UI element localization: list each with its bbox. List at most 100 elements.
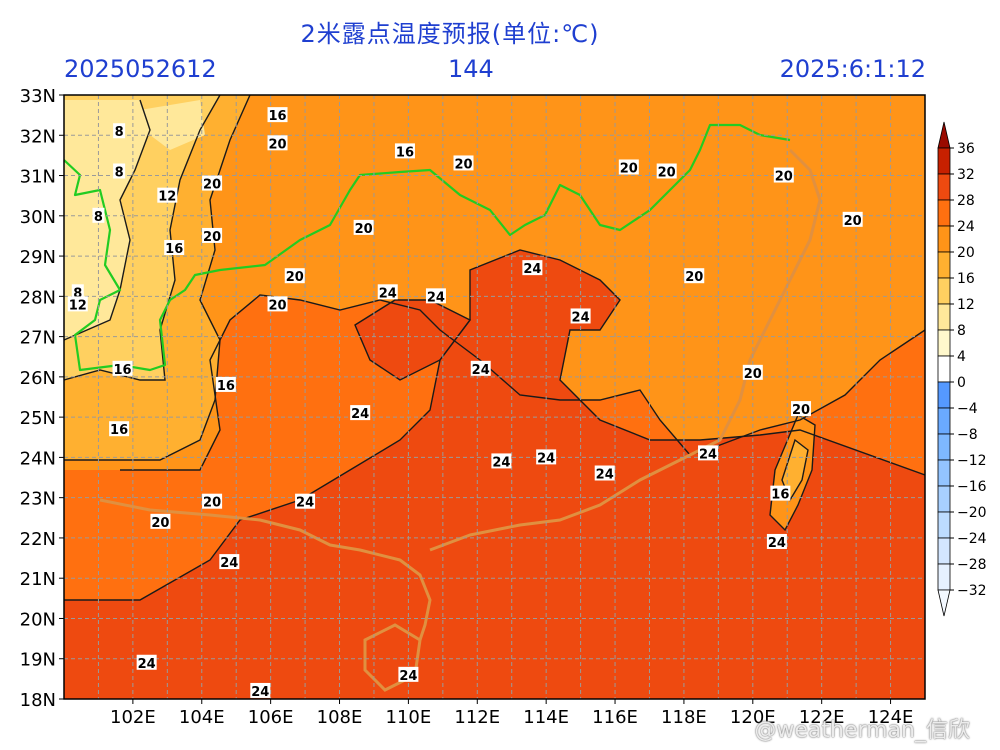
colorbar-swatch: [937, 537, 951, 565]
contour-label-bg: [92, 207, 105, 223]
contour-label-bg: [202, 493, 223, 509]
contour-label: 24: [768, 536, 786, 551]
colorbar-swatch: [937, 173, 951, 201]
contour-label-bg: [219, 554, 240, 570]
contour-label: 12: [158, 190, 176, 205]
colorbar-label: 0: [957, 375, 966, 391]
colorbar-label: −20: [957, 505, 987, 521]
contour-label-bg: [113, 163, 126, 179]
contour-label: 24: [138, 657, 156, 672]
contour-label-bg: [425, 288, 446, 304]
contour-label-bg: [398, 666, 419, 682]
colorbar-label: 12: [957, 297, 975, 313]
contour-label-bg: [353, 219, 374, 235]
contour-label-bg: [394, 143, 415, 159]
contour-label-bg: [842, 211, 863, 227]
colorbar-swatch: [937, 563, 951, 591]
colorbar-swatch: [937, 199, 951, 227]
contour-label-bg: [113, 123, 126, 139]
contour-label-bg: [470, 360, 491, 376]
colorbar-swatch: [937, 433, 951, 461]
contour-label: 20: [844, 214, 862, 229]
colorbar-label: −16: [957, 479, 987, 495]
contour-label-bg: [791, 401, 812, 417]
lon-label: 122E: [799, 707, 845, 728]
contour-label: 16: [771, 488, 789, 503]
colorbar-swatch: [937, 381, 951, 409]
contour-label-bg: [164, 240, 185, 256]
lon-label: 124E: [868, 707, 914, 728]
contour-label-bg: [267, 135, 288, 151]
contour-label-bg: [150, 513, 171, 529]
colorbar-label: −32: [957, 583, 987, 599]
lon-label: 110E: [386, 707, 432, 728]
lon-label: 106E: [248, 707, 294, 728]
colorbar-label: −12: [957, 453, 987, 469]
contour-label: 24: [351, 407, 369, 422]
contour-label-bg: [136, 654, 157, 670]
contour-label: 24: [427, 290, 445, 305]
contour-label-bg: [453, 155, 474, 171]
lat-label: 33N: [20, 86, 56, 107]
contour-label-bg: [377, 284, 398, 300]
contour-label-bg: [742, 364, 763, 380]
contour-label: 20: [203, 496, 221, 511]
colorbar-label: −4: [957, 401, 978, 417]
colorbar-label: 4: [957, 349, 966, 365]
contour-label-bg: [698, 445, 719, 461]
contour-label-bg: [267, 296, 288, 312]
contour-label-bg: [594, 465, 615, 481]
contour-label: 20: [151, 516, 169, 531]
contour-label-bg: [522, 260, 543, 276]
contour-label: 20: [454, 157, 472, 172]
contour-label: 8: [115, 125, 124, 140]
contour-label: 24: [572, 310, 590, 325]
contour-label: 16: [217, 379, 235, 394]
contour-label-bg: [295, 493, 316, 509]
colorbar-swatch: [937, 277, 951, 305]
contour-label-bg: [215, 376, 236, 392]
lat-label: 31N: [20, 167, 56, 188]
lon-label: 118E: [661, 707, 707, 728]
lat-label: 29N: [20, 247, 56, 268]
colorbar-label: 28: [957, 193, 975, 209]
lat-label: 32N: [20, 126, 56, 147]
contour-label-bg: [284, 268, 305, 284]
colorbar-swatch: [937, 407, 951, 435]
init-time: 2025052612: [64, 55, 217, 83]
contour-label-bg: [250, 682, 271, 698]
colorbar-label: −8: [957, 427, 978, 443]
lat-label: 24N: [20, 448, 56, 469]
map-field: [64, 95, 925, 699]
lat-label: 20N: [20, 609, 56, 630]
colorbar-swatch: [937, 303, 951, 331]
contour-label: 20: [658, 166, 676, 181]
contour-label: 20: [744, 367, 762, 382]
contour-label-bg: [202, 227, 223, 243]
contour-label-bg: [773, 167, 794, 183]
contour-label: 20: [685, 270, 703, 285]
map-frame: [63, 94, 926, 700]
contour-label-bg: [267, 107, 288, 123]
contour-label: 20: [775, 170, 793, 185]
colorbar-swatch: [937, 329, 951, 357]
contour-label: 24: [379, 286, 397, 301]
contour-label: 20: [355, 222, 373, 237]
contour-label-bg: [67, 296, 88, 312]
lon-label: 102E: [110, 707, 156, 728]
contour-label: 20: [268, 137, 286, 152]
colorbar-label: 16: [957, 271, 975, 287]
lon-label: 114E: [523, 707, 569, 728]
contour-label-bg: [536, 449, 557, 465]
contour-label-bg: [202, 175, 223, 191]
colorbar-swatch: [937, 147, 951, 175]
lon-label: 108E: [317, 707, 363, 728]
map-title: 2米露点温度预报(单位:℃): [300, 20, 600, 48]
contour-label-bg: [109, 421, 130, 437]
colorbar-swatch: [937, 459, 951, 487]
colorbar-arrow-top: [937, 121, 951, 149]
contour-label: 8: [73, 286, 82, 301]
lon-label: 116E: [592, 707, 638, 728]
